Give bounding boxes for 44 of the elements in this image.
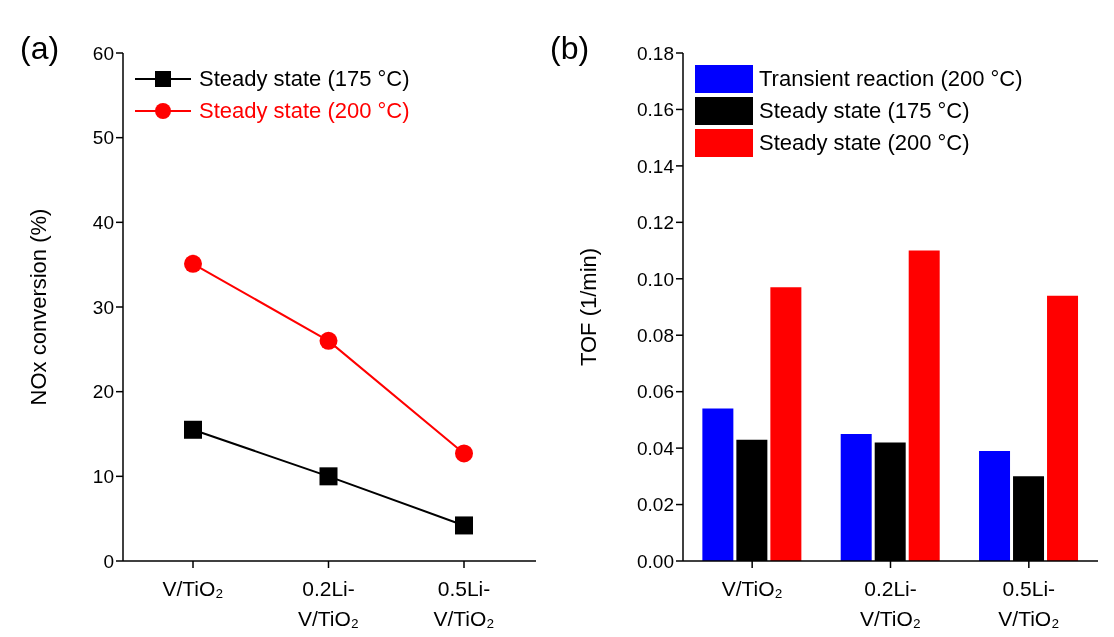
y-axis-title: NOx conversion (%) [25, 208, 51, 406]
bar [908, 250, 940, 561]
point [319, 467, 338, 486]
chart-title: (b) [550, 30, 590, 67]
x-tick-label: 0.5Li-V/TiO₂ [998, 577, 1060, 630]
y-tick-label: 0.16 [637, 99, 674, 121]
legend-label: Steady state (175 °C) [759, 97, 970, 125]
bar [840, 434, 872, 561]
y-tick-label: 20 [92, 381, 114, 403]
legend-label: Steady state (200 °C) [199, 97, 410, 125]
point [184, 254, 202, 273]
y-tick-label: 0.14 [637, 155, 675, 177]
x-tick-label: V/TiO₂ [721, 577, 783, 600]
point [184, 420, 202, 439]
y-tick-label: 0.04 [637, 437, 675, 459]
y-tick-label: 0.12 [637, 212, 674, 234]
y-axis-title: TOF (1/min) [575, 247, 601, 367]
legend-label: Transient reaction (200 °C) [759, 65, 1023, 93]
bar [979, 450, 1011, 561]
bar [702, 408, 734, 561]
y-tick-label: 0 [103, 550, 114, 572]
bar [1047, 295, 1079, 561]
x-tick-label: V/TiO₂ [162, 577, 224, 600]
legend-label: Steady state (200 °C) [759, 129, 970, 157]
y-tick-label: 50 [92, 127, 114, 149]
y-tick-label: 10 [92, 466, 114, 488]
x-tick-label: 0.5Li-V/TiO₂ [433, 577, 495, 630]
y-tick-label: 40 [92, 212, 114, 234]
y-tick-label: 0.08 [637, 324, 674, 346]
y-tick-label: 0.06 [637, 381, 674, 403]
point [319, 331, 338, 350]
x-tick-label: 0.2Li-V/TiO₂ [297, 577, 360, 630]
y-tick-label: 60 [92, 42, 114, 64]
y-tick-label: 0.02 [637, 494, 674, 516]
legend-label: Steady state (175 °C) [199, 65, 410, 93]
x-tick-label: 0.2Li-V/TiO₂ [859, 577, 922, 630]
y-tick-label: 30 [92, 296, 114, 318]
bar [770, 287, 802, 561]
point [455, 444, 473, 463]
y-tick-label: 0.00 [637, 550, 674, 572]
y-tick-label: 0.18 [637, 42, 674, 64]
point [455, 516, 473, 535]
chart-title: (a) [20, 30, 60, 67]
y-tick-label: 0.10 [637, 268, 674, 290]
